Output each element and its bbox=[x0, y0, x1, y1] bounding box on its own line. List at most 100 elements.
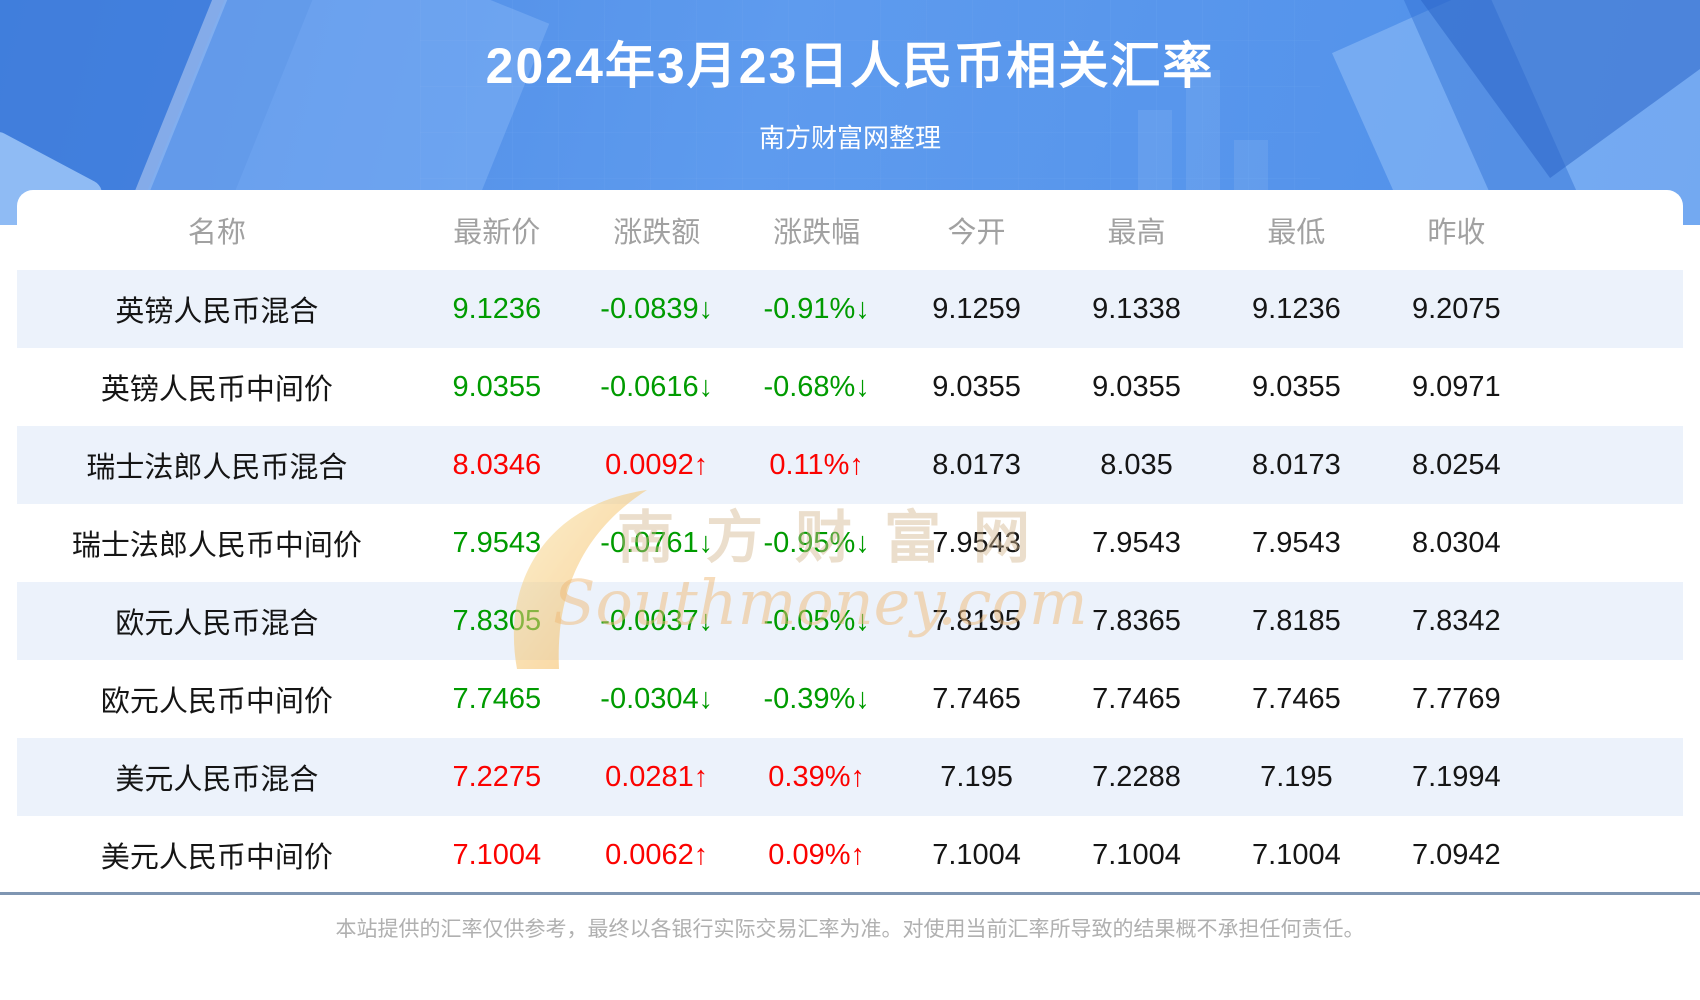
page-title: 2024年3月23日人民币相关汇率 bbox=[485, 38, 1215, 94]
row-high: 7.1004 bbox=[1092, 838, 1181, 871]
row-open: 7.195 bbox=[940, 760, 1013, 793]
row-last: 7.7465 bbox=[452, 682, 542, 715]
row-pct: 0.39%↑ bbox=[768, 760, 865, 793]
row-prev: 8.0304 bbox=[1411, 526, 1501, 559]
row-high: 7.7465 bbox=[1092, 682, 1181, 715]
row-name: 英镑人民币中间价 bbox=[100, 374, 333, 406]
row-last: 9.0355 bbox=[452, 370, 542, 403]
row-prev: 9.2075 bbox=[1411, 292, 1501, 325]
row-prev: 8.0254 bbox=[1411, 448, 1501, 481]
row-name: 欧元人民币中间价 bbox=[100, 686, 333, 718]
row-spacer bbox=[1536, 582, 1683, 660]
row-change: 0.0062↑ bbox=[605, 838, 709, 871]
row-last: 7.9543 bbox=[452, 526, 542, 559]
table-row: 英镑人民币中间价 9.0355 -0.0616↓ -0.68%↓ 9.0355 … bbox=[17, 348, 1683, 426]
rates-table-card: 名称 最新价 涨跌额 涨跌幅 今开 最高 最低 昨收 英镑人民币混合 9.123… bbox=[17, 190, 1683, 894]
row-prev: 7.8342 bbox=[1411, 604, 1501, 637]
row-spacer bbox=[1536, 270, 1683, 348]
col-header-low: 最低 bbox=[1267, 217, 1326, 249]
row-open: 7.7465 bbox=[932, 682, 1021, 715]
page-subtitle: 南方财富网整理 bbox=[758, 123, 941, 153]
row-pct: -0.68%↓ bbox=[763, 370, 870, 403]
row-open: 7.1004 bbox=[932, 838, 1021, 871]
row-change: -0.0616↓ bbox=[600, 370, 714, 403]
row-prev: 7.0942 bbox=[1411, 838, 1501, 871]
col-header-spacer bbox=[1536, 190, 1683, 270]
row-name: 英镑人民币混合 bbox=[115, 296, 319, 328]
row-open: 7.9543 bbox=[932, 526, 1021, 559]
row-high: 9.1338 bbox=[1092, 292, 1181, 325]
row-prev: 9.0971 bbox=[1411, 370, 1501, 403]
banner-grid-pattern bbox=[420, 0, 1320, 225]
table-row: 瑞士法郎人民币混合 8.0346 0.0092↑ 0.11%↑ 8.0173 8… bbox=[17, 426, 1683, 504]
col-header-name: 名称 bbox=[187, 217, 246, 249]
row-last: 7.2275 bbox=[452, 760, 542, 793]
row-last: 8.0346 bbox=[452, 448, 542, 481]
row-change: -0.0761↓ bbox=[600, 526, 714, 559]
table-row: 欧元人民币中间价 7.7465 -0.0304↓ -0.39%↓ 7.7465 … bbox=[17, 660, 1683, 738]
row-low: 7.7465 bbox=[1252, 682, 1341, 715]
table-row: 英镑人民币混合 9.1236 -0.0839↓ -0.91%↓ 9.1259 9… bbox=[17, 270, 1683, 348]
row-high: 9.0355 bbox=[1092, 370, 1181, 403]
row-last: 9.1236 bbox=[452, 292, 542, 325]
footer-divider bbox=[0, 892, 1700, 895]
col-header-open: 今开 bbox=[947, 217, 1006, 249]
row-open: 8.0173 bbox=[932, 448, 1021, 481]
table-row: 瑞士法郎人民币中间价 7.9543 -0.0761↓ -0.95%↓ 7.954… bbox=[17, 504, 1683, 582]
footer-disclaimer: 本站提供的汇率仅供参考，最终以各银行实际交易汇率为准。对使用当前汇率所导致的结果… bbox=[335, 918, 1365, 941]
row-low: 9.0355 bbox=[1252, 370, 1341, 403]
col-header-pct: 涨跌幅 bbox=[773, 217, 861, 249]
row-spacer bbox=[1536, 426, 1683, 504]
row-high: 7.8365 bbox=[1092, 604, 1181, 637]
row-last: 7.8305 bbox=[452, 604, 542, 637]
table-header-row: 名称 最新价 涨跌额 涨跌幅 今开 最高 最低 昨收 bbox=[17, 190, 1683, 270]
row-pct: -0.39%↓ bbox=[763, 682, 870, 715]
row-spacer bbox=[1536, 504, 1683, 582]
row-low: 8.0173 bbox=[1252, 448, 1341, 481]
row-change: -0.0839↓ bbox=[600, 292, 714, 325]
row-low: 9.1236 bbox=[1252, 292, 1341, 325]
table-body: 英镑人民币混合 9.1236 -0.0839↓ -0.91%↓ 9.1259 9… bbox=[17, 270, 1683, 894]
row-high: 7.9543 bbox=[1092, 526, 1181, 559]
row-change: -0.0304↓ bbox=[600, 682, 714, 715]
row-name: 美元人民币混合 bbox=[115, 764, 319, 796]
row-pct: 0.09%↑ bbox=[768, 838, 865, 871]
table-row: 美元人民币中间价 7.1004 0.0062↑ 0.09%↑ 7.1004 7.… bbox=[17, 816, 1683, 894]
row-low: 7.8185 bbox=[1252, 604, 1341, 637]
row-high: 7.2288 bbox=[1092, 760, 1181, 793]
col-header-last: 最新价 bbox=[453, 217, 541, 249]
col-header-prev: 昨收 bbox=[1427, 217, 1486, 249]
row-open: 7.8195 bbox=[932, 604, 1021, 637]
row-change: 0.0281↑ bbox=[605, 760, 709, 793]
row-change: -0.0037↓ bbox=[600, 604, 714, 637]
row-name: 欧元人民币混合 bbox=[115, 608, 319, 640]
row-low: 7.195 bbox=[1260, 760, 1333, 793]
row-spacer bbox=[1536, 660, 1683, 738]
row-spacer bbox=[1536, 738, 1683, 816]
row-pct: -0.95%↓ bbox=[763, 526, 870, 559]
row-spacer bbox=[1536, 348, 1683, 426]
row-pct: -0.05%↓ bbox=[763, 604, 870, 637]
row-pct: 0.11%↑ bbox=[769, 448, 864, 481]
table-row: 欧元人民币混合 7.8305 -0.0037↓ -0.05%↓ 7.8195 7… bbox=[17, 582, 1683, 660]
row-last: 7.1004 bbox=[452, 838, 542, 871]
col-header-change: 涨跌额 bbox=[613, 217, 701, 249]
row-change: 0.0092↑ bbox=[605, 448, 709, 481]
row-pct: -0.91%↓ bbox=[763, 292, 870, 325]
row-open: 9.1259 bbox=[932, 292, 1021, 325]
row-name: 美元人民币中间价 bbox=[100, 842, 333, 874]
banner: 2024年3月23日人民币相关汇率 南方财富网整理 bbox=[0, 0, 1700, 225]
row-high: 8.035 bbox=[1100, 448, 1173, 481]
row-open: 9.0355 bbox=[932, 370, 1021, 403]
row-spacer bbox=[1536, 816, 1683, 894]
row-name: 瑞士法郎人民币混合 bbox=[86, 452, 348, 484]
table-row: 美元人民币混合 7.2275 0.0281↑ 0.39%↑ 7.195 7.22… bbox=[17, 738, 1683, 816]
row-low: 7.9543 bbox=[1252, 526, 1341, 559]
row-prev: 7.1994 bbox=[1411, 760, 1501, 793]
row-prev: 7.7769 bbox=[1411, 682, 1501, 715]
row-low: 7.1004 bbox=[1252, 838, 1341, 871]
rates-table: 名称 最新价 涨跌额 涨跌幅 今开 最高 最低 昨收 英镑人民币混合 9.123… bbox=[17, 190, 1683, 894]
col-header-high: 最高 bbox=[1107, 217, 1166, 249]
row-name: 瑞士法郎人民币中间价 bbox=[71, 530, 362, 562]
